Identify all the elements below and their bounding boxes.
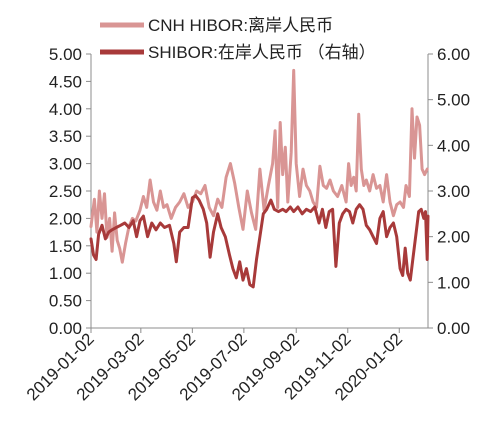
- y-left-tick-label: 2.00: [49, 209, 82, 228]
- series-line-shibor: [89, 194, 430, 289]
- y-left-tick-label: 3.00: [49, 155, 82, 174]
- legend-label-cnh-hibor: CNH HIBOR:离岸人民币: [148, 16, 333, 35]
- y-right-tick-label: 6.00: [437, 45, 470, 64]
- y-left-tick-label: 0.00: [49, 319, 82, 338]
- y-left-tick-label: 4.50: [49, 72, 82, 91]
- y-right-tick-label: 2.00: [437, 228, 470, 247]
- plot-area: [89, 68, 430, 289]
- y-left-tick-label: 5.00: [49, 45, 82, 64]
- y-left-tick-label: 1.00: [49, 264, 82, 283]
- y-right-tick-label: 5.00: [437, 91, 470, 110]
- y-right-tick-label: 3.00: [437, 182, 470, 201]
- y-right-tick-label: 0.00: [437, 319, 470, 338]
- y-left-tick-label: 0.50: [49, 292, 82, 311]
- y-left-tick-label: 3.50: [49, 127, 82, 146]
- y-left-tick-label: 2.50: [49, 182, 82, 201]
- legend-label-shibor: SHIBOR:在岸人民币 （右轴）: [148, 43, 376, 62]
- series-line-cnh-hibor: [89, 68, 429, 264]
- y-right-tick-label: 4.00: [437, 136, 470, 155]
- legend: CNH HIBOR:离岸人民币 SHIBOR:在岸人民币 （右轴）: [100, 16, 376, 62]
- y-left-tick-label: 4.00: [49, 100, 82, 119]
- y-right-tick-label: 1.00: [437, 273, 470, 292]
- y-left-tick-label: 1.50: [49, 237, 82, 256]
